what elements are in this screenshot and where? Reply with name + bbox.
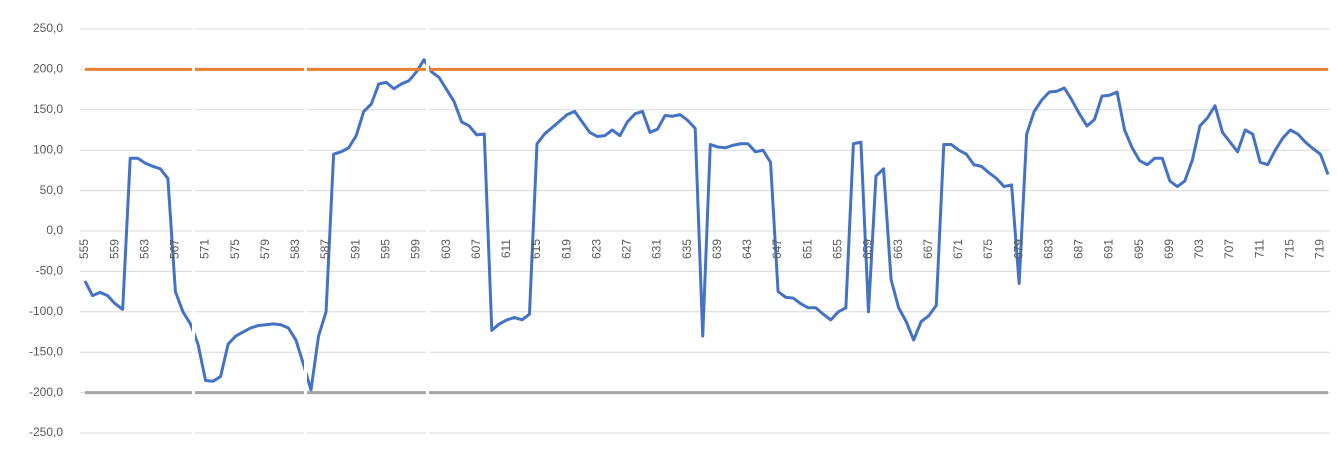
x-tick-label: 707: [1222, 239, 1236, 259]
x-tick-label: 683: [1041, 239, 1055, 259]
x-tick-label: 567: [168, 239, 182, 259]
x-tick-label: 595: [379, 239, 393, 259]
series-line: [83, 58, 1330, 392]
x-tick-label: 607: [469, 239, 483, 259]
x-tick-label: 711: [1252, 239, 1266, 258]
y-tick-label: -200,0: [29, 385, 63, 399]
x-tick-label: 559: [107, 239, 121, 259]
x-tick-label: 659: [861, 239, 875, 259]
y-tick-label: 50,0: [40, 183, 64, 197]
x-tick-label: 587: [318, 239, 332, 259]
y-tick-label: -100,0: [29, 304, 63, 318]
x-tick-label: 555: [77, 239, 91, 259]
y-tick-label: -150,0: [29, 344, 63, 358]
y-tick-label: 250,0: [33, 21, 63, 35]
x-tick-label: 591: [348, 239, 362, 259]
x-tick-label: 623: [589, 239, 603, 259]
divider: [304, 0, 307, 454]
x-tick-label: 671: [951, 239, 965, 259]
y-tick-label: -250,0: [29, 425, 63, 439]
x-tick-label: 679: [1011, 239, 1025, 259]
x-tick-label: 631: [650, 239, 664, 259]
x-tick-label: 691: [1102, 239, 1116, 259]
x-tick-label: 687: [1072, 239, 1086, 259]
grid-layer: [80, 28, 1330, 434]
x-tick-label: 655: [831, 239, 845, 259]
divider: [426, 0, 429, 454]
y-tick-label: 100,0: [33, 142, 63, 156]
y-tick-label: -50,0: [36, 264, 64, 278]
labels-layer: -250,0 -200,0 -150,0 -100,0 -50,0 0,0 50,0 100,…: [29, 21, 1327, 439]
x-tick-label: 703: [1192, 239, 1206, 259]
y-tick-label: 200,0: [33, 62, 63, 76]
x-tick-label: 619: [559, 239, 573, 259]
divider: [192, 0, 195, 454]
x-tick-label: 663: [891, 239, 905, 259]
x-tick-label: 639: [710, 239, 724, 259]
x-tick-label: 599: [409, 239, 423, 259]
x-tick-label: 571: [198, 239, 212, 259]
x-tick-label: 583: [288, 239, 302, 259]
x-tick-label: 615: [529, 239, 543, 259]
x-tick-label: 675: [981, 239, 995, 259]
x-tick-label: 647: [770, 239, 784, 259]
x-tick-label: 651: [800, 239, 814, 259]
y-tick-label: 0,0: [46, 223, 63, 237]
x-tick-label: 635: [680, 239, 694, 259]
x-tick-label: 563: [137, 239, 151, 259]
x-tick-label: 627: [620, 239, 634, 259]
x-tick-label: 579: [258, 239, 272, 259]
x-tick-label: 611: [499, 239, 513, 258]
y-tick-label: 150,0: [33, 102, 63, 116]
x-tick-label: 715: [1283, 239, 1297, 259]
x-tick-label: 667: [921, 239, 935, 259]
x-tick-label: 699: [1162, 239, 1176, 259]
x-tick-label: 603: [439, 239, 453, 259]
lines-layer: [83, 58, 1330, 395]
x-tick-label: 643: [740, 239, 754, 259]
x-tick-label: 695: [1132, 239, 1146, 259]
x-tick-label: 719: [1313, 239, 1327, 259]
x-tick-label: 575: [228, 239, 242, 259]
